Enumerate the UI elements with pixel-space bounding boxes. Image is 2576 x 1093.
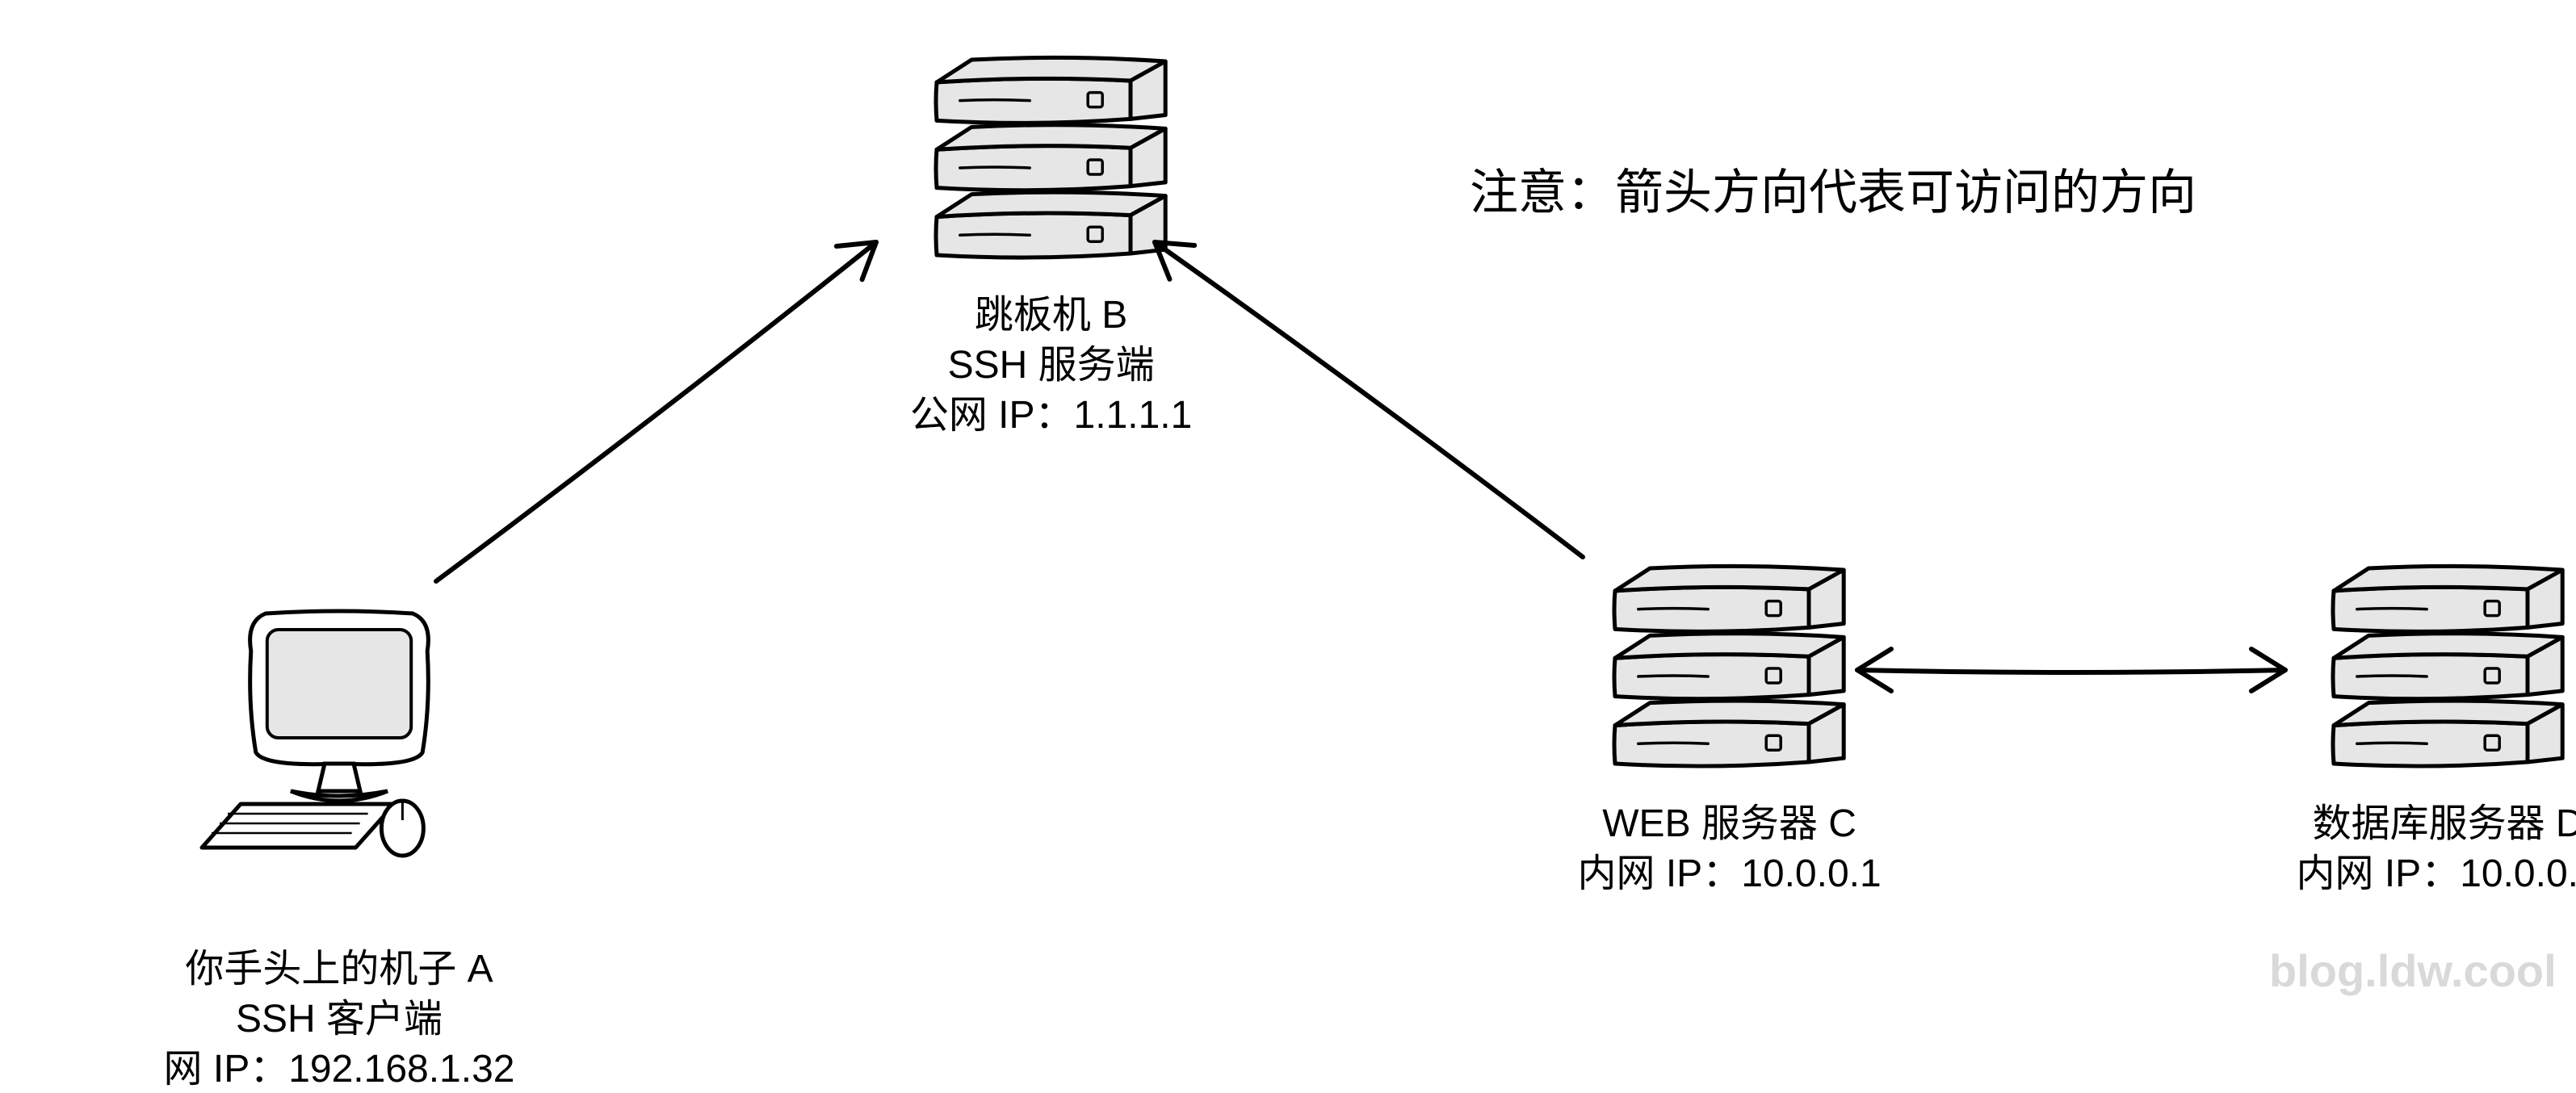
- node-d-title: 数据库服务器 D: [2158, 791, 2576, 848]
- arrow-2: [1857, 649, 2285, 691]
- server-icon-d: [2333, 566, 2562, 766]
- watermark-text: blog.ldw.cool: [2269, 944, 2557, 997]
- node-a-line3: 网 IP：192.168.1.32: [48, 1036, 630, 1093]
- node-c-title: WEB 服务器 C: [1439, 791, 2020, 848]
- node-a-title: 你手头上的机子 A: [48, 936, 630, 993]
- node-b-line3: 公网 IP：1.1.1.1: [761, 383, 1342, 439]
- node-c-line2: 内网 IP：10.0.0.1: [1439, 841, 2020, 898]
- node-a-line2: SSH 客户端: [48, 986, 630, 1043]
- server-icon-b: [936, 57, 1165, 258]
- node-d-line2: 内网 IP：10.0.0.2: [2158, 841, 2576, 898]
- server-icon-c: [1614, 566, 1844, 766]
- node-b-title: 跳板机 B: [761, 283, 1342, 339]
- note-text: 注意：箭头方向代表可访问的方向: [1470, 153, 2196, 224]
- node-b-line2: SSH 服务端: [761, 333, 1342, 389]
- desktop-icon: [202, 611, 428, 856]
